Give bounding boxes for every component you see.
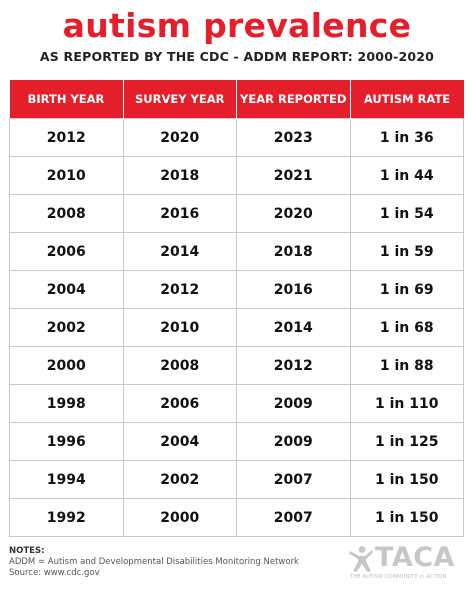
cell-autism-rate: 1 in 150 (349, 498, 464, 537)
cell-autism-rate: 1 in 44 (349, 156, 464, 195)
page-title: autism prevalence (62, 6, 412, 45)
table-row: 2004 2012 2016 1 in 69 (9, 270, 464, 309)
notes-heading: NOTES: (9, 546, 45, 556)
cell-birth-year: 2012 (9, 118, 124, 157)
column-header-birth-year: BIRTH YEAR (9, 80, 124, 119)
cell-birth-year: 1994 (9, 460, 124, 499)
cell-autism-rate: 1 in 54 (349, 194, 464, 233)
table-row: 1994 2002 2007 1 in 150 (9, 460, 464, 499)
cell-survey-year: 2002 (122, 460, 237, 499)
column-header-survey-year: SURVEY YEAR (122, 80, 237, 119)
taca-logo: TACA THE AUTISM COMMUNITY in ACTION (348, 543, 466, 585)
table-row: 1998 2006 2009 1 in 110 (9, 384, 464, 423)
cell-autism-rate: 1 in 36 (349, 118, 464, 157)
cell-year-reported: 2009 (236, 384, 351, 423)
table-row: 1996 2004 2009 1 in 125 (9, 422, 464, 461)
cell-birth-year: 2008 (9, 194, 124, 233)
cell-survey-year: 2008 (122, 346, 237, 385)
prevalence-table: BIRTH YEAR SURVEY YEAR YEAR REPORTED AUT… (9, 80, 464, 537)
notes-section: NOTES: ADDM = Autism and Developmental D… (9, 546, 299, 579)
table-row: 2000 2008 2012 1 in 88 (9, 346, 464, 385)
cell-survey-year: 2018 (122, 156, 237, 195)
page-subtitle: AS REPORTED BY THE CDC - ADDM REPORT: 20… (39, 49, 435, 64)
cell-birth-year: 2002 (9, 308, 124, 347)
table-row: 2002 2010 2014 1 in 68 (9, 308, 464, 347)
cell-birth-year: 2006 (9, 232, 124, 271)
cell-year-reported: 2020 (236, 194, 351, 233)
cell-autism-rate: 1 in 150 (349, 460, 464, 499)
notes-line-addm: ADDM = Autism and Developmental Disabili… (9, 557, 299, 567)
person-figure-icon (348, 545, 374, 573)
cell-year-reported: 2009 (236, 422, 351, 461)
column-header-year-reported: YEAR REPORTED (236, 80, 351, 119)
notes-line-source: Source: www.cdc.gov (9, 568, 100, 578)
cell-survey-year: 2012 (122, 270, 237, 309)
table-row: 2010 2018 2021 1 in 44 (9, 156, 464, 195)
cell-year-reported: 2023 (236, 118, 351, 157)
table-row: 1992 2000 2007 1 in 150 (9, 498, 464, 537)
cell-year-reported: 2007 (236, 498, 351, 537)
cell-survey-year: 2010 (122, 308, 237, 347)
cell-year-reported: 2007 (236, 460, 351, 499)
cell-year-reported: 2014 (236, 308, 351, 347)
cell-year-reported: 2016 (236, 270, 351, 309)
column-header-autism-rate: AUTISM RATE (349, 80, 464, 119)
cell-survey-year: 2000 (122, 498, 237, 537)
logo-tagline: THE AUTISM COMMUNITY in ACTION (350, 574, 447, 580)
logo-wordmark: TACA (375, 542, 455, 573)
cell-autism-rate: 1 in 125 (349, 422, 464, 461)
table-row: 2012 2020 2023 1 in 36 (9, 118, 464, 157)
cell-survey-year: 2006 (122, 384, 237, 423)
cell-year-reported: 2012 (236, 346, 351, 385)
table-header: BIRTH YEAR SURVEY YEAR YEAR REPORTED AUT… (9, 80, 464, 119)
cell-autism-rate: 1 in 68 (349, 308, 464, 347)
header-row: BIRTH YEAR SURVEY YEAR YEAR REPORTED AUT… (9, 80, 464, 119)
cell-autism-rate: 1 in 59 (349, 232, 464, 271)
cell-birth-year: 1998 (9, 384, 124, 423)
cell-survey-year: 2016 (122, 194, 237, 233)
cell-survey-year: 2014 (122, 232, 237, 271)
table-row: 2006 2014 2018 1 in 59 (9, 232, 464, 271)
table-body: 2012 2020 2023 1 in 36 2010 2018 2021 1 … (9, 118, 464, 537)
cell-birth-year: 2010 (9, 156, 124, 195)
cell-autism-rate: 1 in 69 (349, 270, 464, 309)
cell-year-reported: 2018 (236, 232, 351, 271)
cell-year-reported: 2021 (236, 156, 351, 195)
cell-birth-year: 1996 (9, 422, 124, 461)
table-row: 2008 2016 2020 1 in 54 (9, 194, 464, 233)
cell-birth-year: 2004 (9, 270, 124, 309)
cell-autism-rate: 1 in 88 (349, 346, 464, 385)
cell-autism-rate: 1 in 110 (349, 384, 464, 423)
cell-survey-year: 2004 (122, 422, 237, 461)
cell-survey-year: 2020 (122, 118, 237, 157)
cell-birth-year: 1992 (9, 498, 124, 537)
cell-birth-year: 2000 (9, 346, 124, 385)
